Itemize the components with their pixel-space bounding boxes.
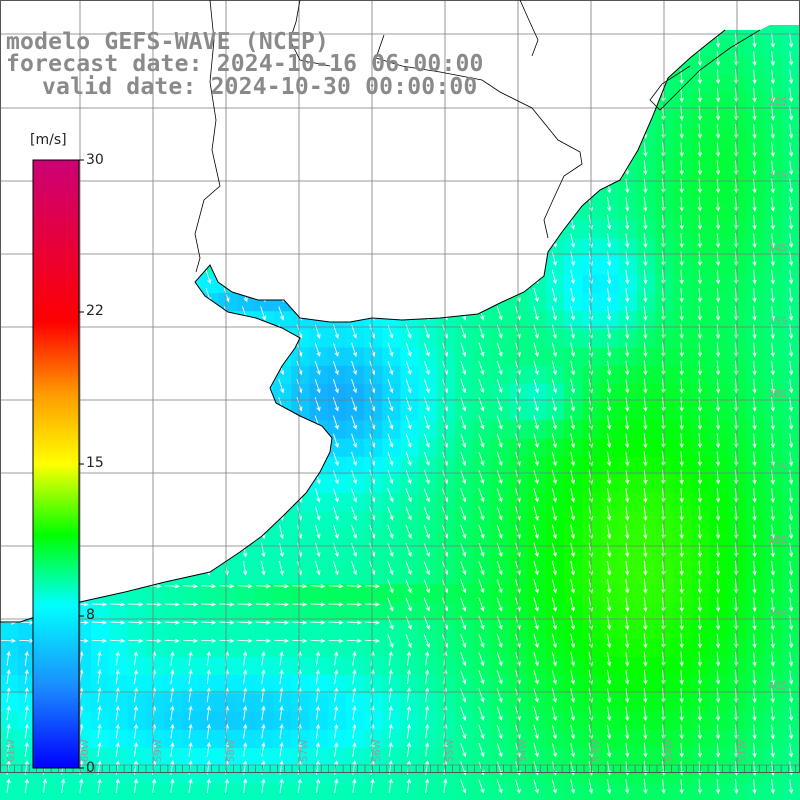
svg-text:59W: 59W [153, 739, 164, 762]
wind-speed-field [0, 25, 800, 800]
svg-text:61W: 61W [6, 739, 17, 762]
svg-text:53W: 53W [591, 739, 602, 762]
svg-text:58W: 58W [226, 739, 237, 762]
svg-text:56W: 56W [372, 739, 383, 762]
svg-text:34S: 34S [768, 243, 787, 254]
svg-text:55W: 55W [445, 739, 456, 762]
colorbar-unit: [m/s] [30, 132, 67, 148]
colorbar-tick-30: 30 [86, 152, 104, 168]
svg-text:40S: 40S [768, 681, 787, 692]
svg-text:35S: 35S [768, 316, 787, 327]
svg-text:57W: 57W [299, 739, 310, 762]
colorbar-tick-marks [79, 159, 84, 769]
svg-text:52W: 52W [664, 739, 675, 762]
lat-lon-grid [0, 0, 800, 773]
colorbar-tick-22: 22 [86, 303, 104, 319]
svg-text:38S: 38S [768, 535, 787, 546]
map-title: modelo GEFS-WAVE (NCEP) [6, 29, 330, 55]
svg-text:37S: 37S [768, 462, 787, 473]
svg-text:39S: 39S [768, 608, 787, 619]
svg-text:33S: 33S [768, 170, 787, 181]
grid-labels: 32S 33S 34S 35S 36S 37S 38S 39S 40S 61W 60W 59W 58W 5… [6, 97, 787, 762]
colorbar-tick-0: 0 [86, 760, 95, 776]
svg-text:32S: 32S [768, 97, 787, 108]
valid-date: valid date: 2024-10-30 00:00:00 [42, 74, 478, 100]
colorbar-tick-8: 8 [86, 607, 95, 623]
colorbar [32, 159, 80, 769]
svg-text:54W: 54W [518, 739, 529, 762]
svg-text:60W: 60W [80, 739, 91, 762]
svg-text:36S: 36S [768, 389, 787, 400]
forecast-date: forecast date: 2024-10-16 06:00:00 [6, 51, 484, 77]
svg-text:51W: 51W [737, 739, 748, 762]
colorbar-tick-15: 15 [86, 455, 104, 471]
coastline [0, 0, 761, 623]
